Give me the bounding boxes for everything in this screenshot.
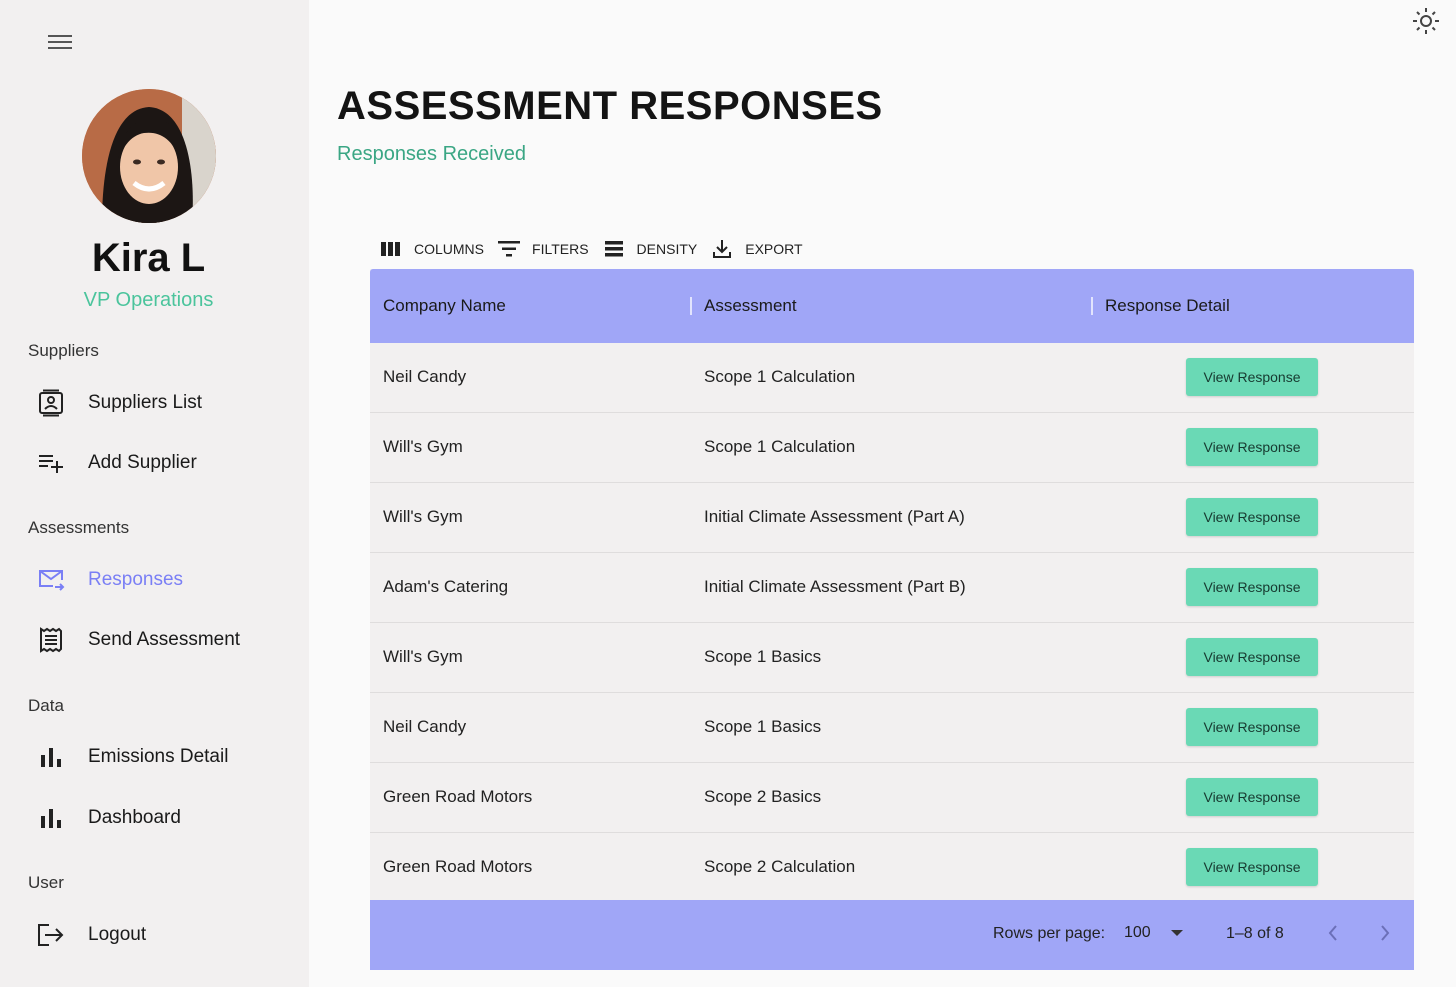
nav-section-assessments: Assessments xyxy=(28,518,130,537)
view-response-button[interactable]: View Response xyxy=(1186,498,1318,536)
table-row[interactable]: Neil Candy Scope 1 Calculation View Resp… xyxy=(370,343,1414,413)
filters-button[interactable]: FILTERS xyxy=(498,238,589,260)
view-response-button[interactable]: View Response xyxy=(1186,708,1318,746)
download-icon xyxy=(711,238,733,260)
table-row[interactable]: Green Road Motors Scope 2 Basics View Re… xyxy=(370,763,1414,833)
view-column-icon xyxy=(380,238,402,260)
column-header-assessment[interactable]: Assessment xyxy=(704,296,797,315)
sidebar-item-label: Add Supplier xyxy=(88,452,197,473)
sidebar-item-dashboard[interactable]: Dashboard xyxy=(36,798,181,838)
column-header-company[interactable]: Company Name xyxy=(383,296,506,315)
column-separator[interactable] xyxy=(690,297,692,315)
density-label: DENSITY xyxy=(636,241,698,257)
assessment-cell: Scope 1 Basics xyxy=(704,647,822,666)
bar-chart-icon xyxy=(36,803,66,833)
logout-icon xyxy=(36,920,66,950)
company-cell: Green Road Motors xyxy=(383,857,533,876)
view-response-button[interactable]: View Response xyxy=(1186,778,1318,816)
responses-table: Company Name Assessment Response Detail … xyxy=(370,269,1414,970)
filters-label: FILTERS xyxy=(532,241,589,257)
nav-section-user: User xyxy=(28,873,64,892)
filter-list-icon xyxy=(498,238,521,260)
export-label: EXPORT xyxy=(745,241,803,257)
table-row[interactable]: Adam's Catering Initial Climate Assessme… xyxy=(370,553,1414,623)
column-header-response-detail[interactable]: Response Detail xyxy=(1105,296,1230,315)
sidebar-item-suppliers-list[interactable]: Suppliers List xyxy=(36,383,202,423)
company-cell: Neil Candy xyxy=(383,367,467,386)
sidebar-item-label: Logout xyxy=(88,924,147,945)
company-cell: Green Road Motors xyxy=(383,787,533,806)
nav-section-data: Data xyxy=(28,696,64,715)
chevron-left-icon xyxy=(1327,924,1339,947)
assessment-cell: Scope 1 Calculation xyxy=(704,367,856,386)
mail-forward-icon xyxy=(36,565,66,595)
table-header: Company Name Assessment Response Detail xyxy=(370,269,1414,343)
assessment-cell: Scope 1 Basics xyxy=(704,717,822,736)
previous-page-button[interactable] xyxy=(1318,920,1348,950)
company-cell: Will's Gym xyxy=(383,437,463,456)
contact-card-icon xyxy=(36,388,66,418)
sidebar: Kira L VP Operations Suppliers Suppliers… xyxy=(0,0,309,987)
view-response-button[interactable]: View Response xyxy=(1186,568,1318,606)
sidebar-item-responses[interactable]: Responses xyxy=(36,560,183,600)
nav-section-suppliers: Suppliers xyxy=(28,341,99,360)
columns-label: COLUMNS xyxy=(414,241,485,257)
assessment-cell: Initial Climate Assessment (Part A) xyxy=(704,507,965,526)
sidebar-item-label: Dashboard xyxy=(88,807,181,828)
assessment-cell: Scope 2 Basics xyxy=(704,787,822,806)
sidebar-item-label: Emissions Detail xyxy=(88,746,229,767)
density-button[interactable]: DENSITY xyxy=(603,238,698,260)
table-body: Neil Candy Scope 1 Calculation View Resp… xyxy=(370,343,1414,902)
rows-per-page-select[interactable]: 100 xyxy=(1124,924,1183,942)
table-row[interactable]: Will's Gym Scope 1 Calculation View Resp… xyxy=(370,413,1414,483)
user-role: VP Operations xyxy=(83,289,214,311)
assessment-cell: Scope 1 Calculation xyxy=(704,437,856,456)
sidebar-item-label: Send Assessment xyxy=(88,629,241,650)
user-name: Kira L xyxy=(91,236,206,280)
menu-icon[interactable] xyxy=(48,32,74,52)
pagination-range: 1–8 of 8 xyxy=(1226,925,1284,942)
chevron-right-icon xyxy=(1379,924,1391,947)
table-row[interactable]: Will's Gym Initial Climate Assessment (P… xyxy=(370,483,1414,553)
density-icon xyxy=(603,238,625,260)
sidebar-item-add-supplier[interactable]: Add Supplier xyxy=(36,443,197,483)
page-title: ASSESSMENT RESPONSES xyxy=(337,84,883,128)
company-cell: Adam's Catering xyxy=(383,577,509,596)
view-response-button[interactable]: View Response xyxy=(1186,358,1318,396)
view-response-button[interactable]: View Response xyxy=(1186,848,1318,886)
view-response-button[interactable]: View Response xyxy=(1186,428,1318,466)
receipt-icon xyxy=(36,625,66,655)
table-row[interactable]: Green Road Motors Scope 2 Calculation Vi… xyxy=(370,833,1414,902)
grid-toolbar: COLUMNS FILTERS DENSITY xyxy=(380,236,817,262)
columns-button[interactable]: COLUMNS xyxy=(380,238,484,260)
export-button[interactable]: EXPORT xyxy=(711,238,803,260)
sidebar-item-label: Responses xyxy=(88,569,184,590)
view-response-button[interactable]: View Response xyxy=(1186,638,1318,676)
playlist-add-icon xyxy=(36,448,66,478)
next-page-button[interactable] xyxy=(1370,920,1400,950)
table-row[interactable]: Will's Gym Scope 1 Basics View Response xyxy=(370,623,1414,693)
page-subtitle: Responses Received xyxy=(337,143,526,165)
table-row[interactable]: Neil Candy Scope 1 Basics View Response xyxy=(370,693,1414,763)
rows-per-page-value: 100 xyxy=(1124,924,1151,941)
theme-sun-icon[interactable] xyxy=(1410,5,1442,37)
rows-per-page-label: Rows per page: xyxy=(993,925,1106,942)
table-footer: Rows per page: 100 1–8 of 8 xyxy=(370,900,1414,970)
sidebar-item-emissions-detail[interactable]: Emissions Detail xyxy=(36,737,228,777)
sidebar-item-send-assessment[interactable]: Send Assessment xyxy=(36,620,240,660)
assessment-cell: Initial Climate Assessment (Part B) xyxy=(704,577,966,596)
sidebar-item-logout[interactable]: Logout xyxy=(36,915,146,955)
column-separator[interactable] xyxy=(1091,297,1093,315)
sidebar-item-label: Suppliers List xyxy=(88,392,203,413)
avatar xyxy=(82,89,216,223)
bar-chart-icon xyxy=(36,742,66,772)
company-cell: Neil Candy xyxy=(383,717,467,736)
company-cell: Will's Gym xyxy=(383,507,463,526)
company-cell: Will's Gym xyxy=(383,647,463,666)
assessment-cell: Scope 2 Calculation xyxy=(704,857,856,876)
chevron-down-icon xyxy=(1170,930,1183,936)
